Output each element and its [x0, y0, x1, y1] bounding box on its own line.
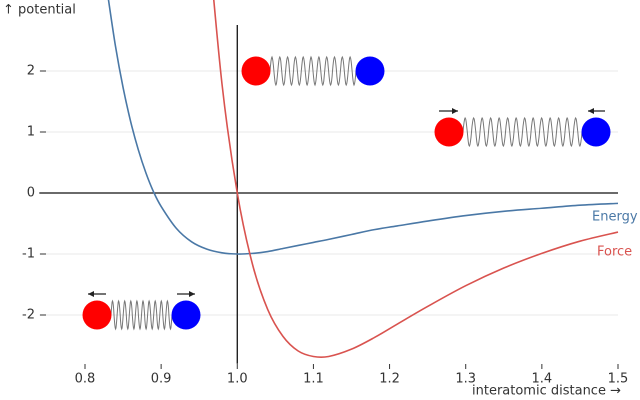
ball — [355, 56, 385, 86]
ball — [241, 56, 271, 86]
x-tick-label: 1.2 — [379, 372, 400, 387]
ball — [82, 300, 112, 330]
x-tick-label: 0.9 — [151, 372, 172, 387]
ball — [171, 300, 201, 330]
y-tick-label: -1 — [22, 247, 35, 262]
x-tick-label: 0.8 — [75, 372, 96, 387]
y-axis-label: ↑ potential — [3, 3, 76, 18]
ball — [434, 117, 464, 147]
y-tick-label: 0 — [27, 186, 35, 201]
series-line — [212, 0, 619, 359]
arrow-head — [189, 291, 195, 297]
illustrations — [82, 55, 611, 331]
spring — [462, 116, 583, 148]
arrow-head — [452, 108, 458, 114]
x-axis-label: interatomic distance → — [472, 384, 621, 399]
series-label: Force — [597, 245, 632, 260]
y-tick-label: 2 — [27, 64, 35, 79]
axes: -2 -1 0 1 2 0.8 0.9 1.0 1.1 1.2 1.3 1.4 1.5 — [22, 25, 628, 387]
x-tick-label: 1.1 — [303, 372, 324, 387]
arrow-head — [88, 291, 94, 297]
spring — [269, 55, 357, 87]
x-tick-label: 1.4 — [532, 372, 553, 387]
spring — [110, 299, 173, 331]
arrow-head — [588, 108, 594, 114]
series-label: Energy — [592, 210, 638, 225]
x-tick-label: 1.0 — [227, 372, 248, 387]
y-tick-label: 1 — [27, 125, 35, 140]
series-line — [107, 0, 619, 255]
ball — [581, 117, 611, 147]
y-tick-label: -2 — [22, 308, 35, 323]
x-tick-label: 1.5 — [608, 372, 629, 387]
x-tick-label: 1.3 — [455, 372, 476, 387]
plot-area — [107, 0, 619, 359]
